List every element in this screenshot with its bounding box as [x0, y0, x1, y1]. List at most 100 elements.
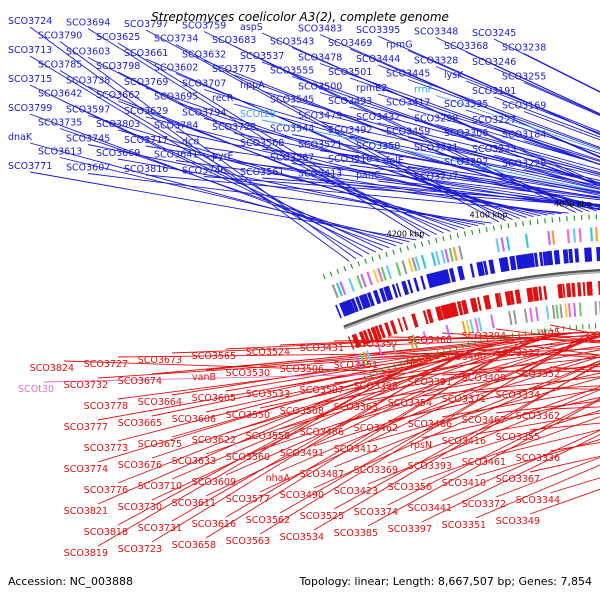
gene-label[interactable]: SCO3694: [66, 18, 110, 29]
gene-label[interactable]: folE: [386, 156, 404, 167]
gene-label[interactable]: SCO3357: [354, 339, 398, 350]
gene-label[interactable]: SCO3479: [298, 111, 342, 122]
gene-label[interactable]: SCO3606: [172, 414, 216, 425]
gene-label[interactable]: SCO3799: [8, 103, 52, 114]
gene-label[interactable]: SCO3412: [334, 444, 378, 455]
gene-label[interactable]: SCO3568: [240, 138, 284, 149]
gene-label[interactable]: SCO3674: [118, 376, 162, 387]
gene-label[interactable]: SCO3255: [502, 72, 546, 83]
gene-label[interactable]: SCO3561: [240, 167, 284, 178]
gene-label[interactable]: SCO3328: [414, 56, 458, 67]
gene-label[interactable]: SCO3335: [444, 99, 488, 110]
gene-label[interactable]: SCO3423: [334, 486, 378, 497]
gene-label[interactable]: SCO3469: [328, 38, 372, 49]
gene-label[interactable]: SCO3818: [84, 527, 128, 538]
gene-label[interactable]: SCO3451: [334, 360, 378, 371]
gene-label[interactable]: SCO3731: [138, 523, 182, 534]
gene-label[interactable]: SCO3533: [246, 389, 290, 400]
gene-label[interactable]: SCO3462: [354, 423, 398, 434]
gene-label[interactable]: SCO3466: [408, 419, 452, 430]
gene-label[interactable]: SCO3508: [280, 406, 324, 417]
gene-label[interactable]: SCO3798: [96, 61, 140, 72]
gene-label[interactable]: SCO3398: [354, 381, 398, 392]
gene-label[interactable]: SCO3223: [472, 144, 516, 155]
gene-label[interactable]: vanB: [192, 372, 216, 383]
gene-label[interactable]: SCO3371: [442, 394, 486, 405]
gene-label[interactable]: SCO3773: [84, 443, 128, 454]
gene-label[interactable]: SCO3534: [280, 532, 324, 543]
gene-label[interactable]: SCO3191: [472, 86, 516, 97]
gene-label[interactable]: aspS: [240, 22, 263, 33]
gene-label[interactable]: SCO3794: [182, 108, 226, 119]
gene-label[interactable]: SCO3441: [408, 503, 452, 514]
gene-label[interactable]: SCO3771: [8, 161, 52, 172]
gene-label[interactable]: SCO3732: [64, 380, 108, 391]
gene-label[interactable]: SCO3658: [172, 540, 216, 551]
gene-label[interactable]: SCO3784: [154, 121, 198, 132]
gene-label[interactable]: SCO3537: [240, 51, 284, 62]
gene-label[interactable]: SCO3238: [502, 43, 546, 54]
gene-label[interactable]: SCO3306: [444, 128, 488, 139]
gene-label[interactable]: SCO3602: [154, 63, 198, 74]
gene-label[interactable]: SCO3521: [298, 140, 342, 151]
gene-label[interactable]: SCO3507: [300, 385, 344, 396]
gene-label[interactable]: SCO3603: [66, 47, 110, 58]
gene-label[interactable]: SCO3417: [386, 98, 430, 109]
gene-label[interactable]: SCO3510: [328, 154, 372, 165]
gene-label[interactable]: SCO3715: [8, 74, 52, 85]
gene-label[interactable]: SCO3609: [192, 477, 236, 488]
gene-label[interactable]: SCO3352: [516, 369, 560, 380]
gene-label[interactable]: SCO3321: [414, 143, 458, 154]
gene-label[interactable]: SCO3368: [444, 41, 488, 52]
gene-label[interactable]: SCO3632: [182, 50, 226, 61]
gene-label[interactable]: SCO3492: [328, 125, 372, 136]
gene-label[interactable]: SCO3769: [124, 77, 168, 88]
gene-label[interactable]: SCO3790: [38, 31, 82, 42]
gene-label[interactable]: SCO3351: [442, 520, 486, 531]
gene-label[interactable]: SCO3292: [444, 157, 488, 168]
gene-label[interactable]: SCO3676: [118, 460, 162, 471]
gene-label[interactable]: SCO3713: [8, 45, 52, 56]
gene-label[interactable]: SCO3567: [270, 153, 314, 164]
gene-label[interactable]: SCO3563: [226, 536, 270, 547]
gene-label[interactable]: SCO3665: [118, 418, 162, 429]
gene-label[interactable]: lysK: [444, 70, 464, 81]
gene-label[interactable]: SCO3545: [270, 95, 314, 106]
gene-label[interactable]: SCO3774: [64, 464, 108, 475]
gene-label[interactable]: SCOt28: [240, 109, 276, 120]
gene-label[interactable]: SCO3625: [96, 32, 140, 43]
gene-label[interactable]: SCO3683: [212, 35, 256, 46]
gene-label[interactable]: SCO3461: [462, 457, 506, 468]
gene-label[interactable]: SCO3184: [502, 130, 546, 141]
gene-label[interactable]: SCO3778: [84, 401, 128, 412]
gene-label[interactable]: SCO3723: [118, 544, 162, 555]
gene-label[interactable]: SCO3500: [298, 82, 342, 93]
gene-label[interactable]: SCO3322: [496, 348, 540, 359]
gene-label[interactable]: SCO3483: [298, 24, 342, 35]
gene-label[interactable]: SCO3374: [354, 507, 398, 518]
gene-label[interactable]: SCO3344: [516, 495, 560, 506]
gene-label[interactable]: SCO3664: [138, 397, 182, 408]
gene-label[interactable]: SCO3391: [408, 377, 452, 388]
gene-label[interactable]: SCO3246: [472, 57, 516, 68]
gene-label[interactable]: SCO3560: [226, 452, 270, 463]
gene-label[interactable]: SCO3362: [516, 411, 560, 422]
gene-label[interactable]: SCO3819: [64, 548, 108, 559]
gene-label[interactable]: SCO3460: [442, 352, 486, 363]
gene-label[interactable]: SCO3354: [388, 398, 432, 409]
gene-label[interactable]: SCO3746: [182, 166, 226, 177]
gene-label[interactable]: SCO3745: [66, 134, 110, 145]
gene-label[interactable]: SCO3395: [356, 25, 400, 36]
gene-label[interactable]: rrnF: [414, 85, 433, 96]
gene-label[interactable]: SCO3613: [38, 147, 82, 158]
gene-label[interactable]: recR: [212, 93, 234, 104]
gene-label[interactable]: SCO3661: [124, 48, 168, 59]
gene-label[interactable]: nhaA: [266, 473, 291, 484]
gene-label[interactable]: SCO3394: [462, 331, 506, 342]
gene-label[interactable]: SCO3675: [138, 439, 182, 450]
gene-label[interactable]: SCO3544: [270, 124, 314, 135]
gene-label[interactable]: argS: [538, 327, 560, 338]
gene-label[interactable]: SCO3478: [298, 53, 342, 64]
gene-label[interactable]: SCO3350: [356, 141, 400, 152]
gene-label[interactable]: SCO3565: [192, 351, 236, 362]
